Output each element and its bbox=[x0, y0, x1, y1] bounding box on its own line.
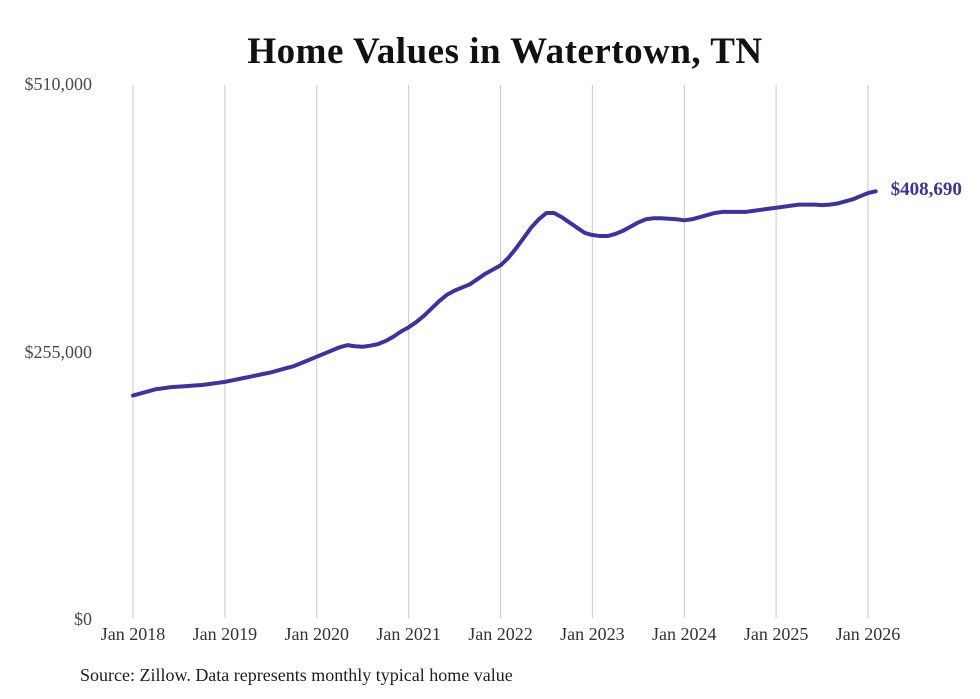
x-tick-label: Jan 2019 bbox=[192, 624, 258, 644]
x-tick-label: Jan 2018 bbox=[100, 624, 166, 644]
y-tick-label: $255,000 bbox=[24, 341, 93, 362]
gridlines bbox=[132, 85, 869, 618]
x-tick-label: Jan 2023 bbox=[560, 624, 625, 644]
x-tick-label: Jan 2020 bbox=[284, 624, 350, 644]
x-tick-label: Jan 2021 bbox=[376, 624, 441, 644]
y-tick-label: $510,000 bbox=[24, 74, 93, 94]
x-tick-label: Jan 2024 bbox=[652, 624, 717, 644]
x-tick-label: Jan 2026 bbox=[835, 624, 901, 644]
x-tick-label: Jan 2022 bbox=[468, 624, 533, 644]
source-note: Source: Zillow. Data represents monthly … bbox=[80, 665, 513, 685]
end-value-label: $408,690 bbox=[890, 179, 962, 201]
chart-title: Home Values in Watertown, TN bbox=[247, 31, 763, 72]
y-tick-label: $0 bbox=[74, 609, 92, 629]
x-tick-label: Jan 2025 bbox=[743, 624, 809, 644]
home-value-line bbox=[131, 189, 878, 398]
